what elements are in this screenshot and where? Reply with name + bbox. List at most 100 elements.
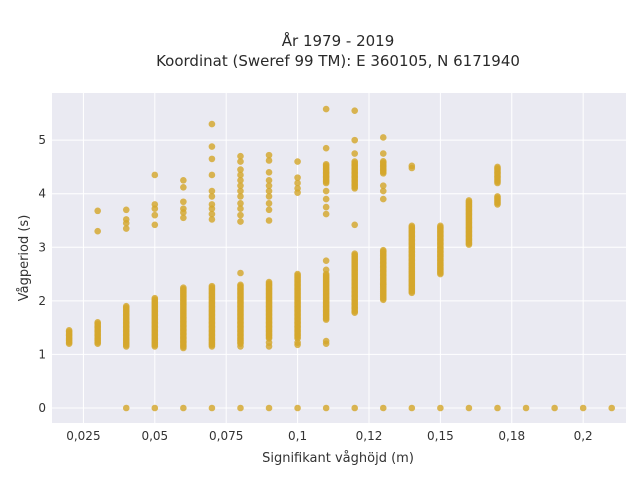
data-point xyxy=(551,404,558,412)
data-point xyxy=(379,246,387,254)
x-axis-label: Signifikant våghöjd (m) xyxy=(262,451,414,466)
x-tick-label: 0,075 xyxy=(209,429,243,443)
data-point xyxy=(265,339,273,346)
data-point xyxy=(180,177,187,184)
data-point xyxy=(408,404,416,412)
data-point xyxy=(180,183,187,191)
x-tick-label: 0,15 xyxy=(427,429,454,443)
data-point xyxy=(208,210,216,218)
chart-subtitle: Koordinat (Sweref 99 TM): E 360105, N 61… xyxy=(156,52,520,70)
y-tick-label: 3 xyxy=(38,240,46,254)
data-point xyxy=(151,171,159,179)
data-point xyxy=(151,211,159,219)
data-point xyxy=(379,404,387,412)
data-point xyxy=(351,158,359,165)
x-tick-label: 0,12 xyxy=(356,429,383,443)
data-point xyxy=(465,404,473,412)
data-point xyxy=(237,158,244,165)
data-point xyxy=(265,206,273,214)
data-point xyxy=(294,158,301,165)
data-point xyxy=(379,281,387,289)
data-point xyxy=(208,187,216,195)
data-point xyxy=(237,171,244,179)
chart-title: År 1979 - 2019 xyxy=(282,31,395,50)
data-point xyxy=(265,151,273,159)
data-point xyxy=(94,207,101,215)
data-point xyxy=(237,211,244,219)
data-point xyxy=(322,266,330,274)
data-point xyxy=(151,294,159,302)
x-tick-labels: 0,025 0,05 0,075 0,1 0,12 0,15 0,18 0,2 xyxy=(66,429,592,443)
data-point xyxy=(265,177,273,184)
data-point xyxy=(237,404,244,412)
data-point xyxy=(208,282,216,290)
y-tick-labels: 0 1 2 3 4 5 xyxy=(38,133,46,415)
plot-area xyxy=(52,93,626,423)
data-point xyxy=(94,227,101,235)
data-point xyxy=(237,177,244,184)
data-point xyxy=(151,201,159,208)
x-tick-label: 0,1 xyxy=(288,429,307,443)
data-point xyxy=(151,404,159,412)
data-point xyxy=(265,404,273,412)
data-point xyxy=(180,214,187,222)
data-point xyxy=(208,216,216,223)
data-point xyxy=(351,404,359,412)
data-point xyxy=(237,200,244,207)
data-point xyxy=(208,201,216,208)
data-point xyxy=(237,218,244,225)
data-point xyxy=(322,203,330,211)
data-point xyxy=(208,193,216,200)
data-point xyxy=(494,193,501,200)
data-point xyxy=(322,160,330,168)
y-tick-label: 5 xyxy=(38,133,46,147)
data-point xyxy=(379,150,387,157)
data-point xyxy=(237,205,244,213)
data-point xyxy=(265,193,273,200)
data-point xyxy=(122,206,130,214)
data-points xyxy=(65,105,616,412)
data-point xyxy=(265,278,273,286)
data-point xyxy=(322,210,330,218)
x-tick-label: 0,18 xyxy=(498,429,525,443)
data-point xyxy=(351,150,359,157)
x-tick-label: 0,2 xyxy=(574,429,593,443)
y-tick-label: 1 xyxy=(38,347,46,361)
data-point xyxy=(180,284,187,292)
data-point xyxy=(237,182,244,189)
data-point xyxy=(208,171,216,179)
data-point xyxy=(579,404,587,412)
data-point xyxy=(322,195,330,203)
data-point xyxy=(265,187,273,195)
data-point xyxy=(237,187,244,195)
data-point xyxy=(237,193,244,200)
data-point xyxy=(322,144,330,152)
data-point xyxy=(180,404,187,412)
data-point xyxy=(208,143,216,150)
data-point xyxy=(237,166,244,173)
x-tick-label: 0,05 xyxy=(141,429,168,443)
data-point xyxy=(237,152,244,160)
data-point xyxy=(379,158,387,165)
data-point xyxy=(180,198,187,206)
data-point xyxy=(265,168,273,176)
y-tick-label: 4 xyxy=(38,187,46,201)
data-point xyxy=(237,269,244,277)
data-point xyxy=(180,205,187,213)
data-point xyxy=(379,182,387,189)
data-point xyxy=(208,120,216,128)
data-point xyxy=(351,250,359,258)
data-point xyxy=(465,197,473,204)
data-point xyxy=(322,257,330,264)
data-point xyxy=(122,225,130,232)
data-point xyxy=(608,404,616,412)
data-point xyxy=(265,217,273,224)
data-point xyxy=(122,404,130,412)
data-point xyxy=(494,404,501,412)
y-tick-label: 0 xyxy=(38,401,46,415)
data-point xyxy=(408,222,416,230)
y-tick-label: 2 xyxy=(38,294,46,308)
data-point xyxy=(294,404,301,412)
data-point xyxy=(94,318,101,326)
